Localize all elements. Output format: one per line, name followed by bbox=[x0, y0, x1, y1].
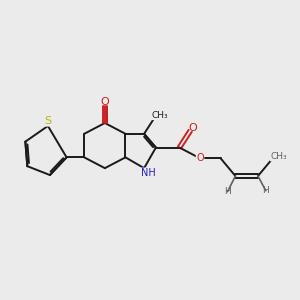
Text: O: O bbox=[188, 123, 197, 133]
Text: O: O bbox=[196, 153, 204, 163]
Text: NH: NH bbox=[141, 168, 155, 178]
Text: O: O bbox=[100, 98, 109, 107]
Text: H: H bbox=[262, 186, 269, 195]
Text: H: H bbox=[224, 187, 231, 196]
Text: CH₃: CH₃ bbox=[152, 111, 168, 120]
Text: CH₃: CH₃ bbox=[270, 152, 287, 161]
Text: S: S bbox=[44, 116, 52, 126]
